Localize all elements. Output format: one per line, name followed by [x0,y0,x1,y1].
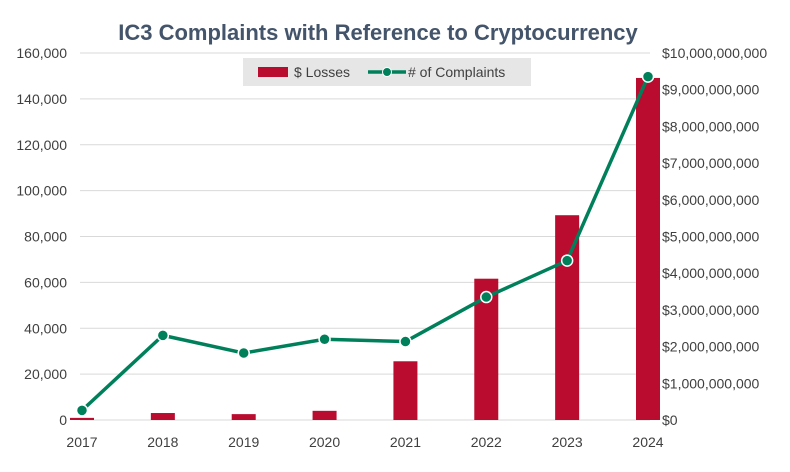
line-point [399,335,412,348]
line-point [318,333,331,346]
y-right-tick-label: $9,000,000,000 [662,82,760,98]
x-tick-label: 2020 [309,434,340,450]
y-left-tick-label: 0 [59,412,67,428]
y-left-tick-label: 120,000 [16,137,67,153]
y-left-tick-label: 40,000 [24,320,67,336]
bar [312,410,337,420]
gridlines [80,52,650,421]
y-right-tick-label: $5,000,000,000 [662,229,760,245]
line-point [156,329,170,342]
bar [150,413,175,420]
y-left-tick-label: 160,000 [16,45,67,61]
x-tick-label: 2017 [66,434,97,450]
x-axis: 2017 2018 2019 2020 2021 2022 2023 2024 [66,434,663,450]
line-series [75,70,655,417]
bar [393,361,418,420]
legend-swatch-losses [258,67,288,77]
y-left-tick-label: 20,000 [24,366,67,382]
complaints-line [80,75,650,412]
bar [70,417,94,420]
y-right-tick-label: $0 [662,412,678,428]
bar [555,215,580,420]
y-right-tick-label: $1,000,000,000 [662,375,760,391]
legend-marker-complaints [382,67,392,77]
line-point [641,70,655,83]
x-tick-label: 2022 [471,434,502,450]
y-left-tick-label: 140,000 [16,91,67,107]
y-right-tick-label: $3,000,000,000 [662,302,760,318]
y-left-tick-label: 80,000 [24,229,67,245]
legend: $ Losses # of Complaints [243,58,531,86]
x-tick-label: 2021 [390,434,421,450]
y-right-tick-label: $7,000,000,000 [662,155,760,171]
y-left-tick-label: 100,000 [16,183,67,199]
y-left-tick-label: 60,000 [24,274,67,290]
bar [636,77,660,421]
line-point [75,404,89,417]
line-point [560,254,574,267]
y-axis-left: 0 20,000 40,000 60,000 80,000 100,000 120,000 1… [16,45,67,428]
x-tick-label: 2018 [147,434,178,450]
y-right-tick-label: $10,000,000,000 [662,45,767,61]
x-tick-label: 2019 [228,434,259,450]
chart-title: IC3 Complaints with Reference to Cryptoc… [118,20,638,45]
y-right-tick-label: $2,000,000,000 [662,339,760,355]
x-tick-label: 2024 [632,434,663,450]
line-point [237,346,250,360]
legend-label-complaints: # of Complaints [408,64,505,80]
y-right-tick-label: $4,000,000,000 [662,265,760,281]
y-right-tick-label: $6,000,000,000 [662,192,760,208]
bar [231,414,256,420]
x-tick-label: 2023 [552,434,583,450]
y-right-tick-label: $8,000,000,000 [662,118,760,134]
legend-label-losses: $ Losses [294,64,350,80]
y-axis-right: $0 $1,000,000,000 $2,000,000,000 $3,000,000… [662,45,767,428]
line-point [480,290,493,304]
